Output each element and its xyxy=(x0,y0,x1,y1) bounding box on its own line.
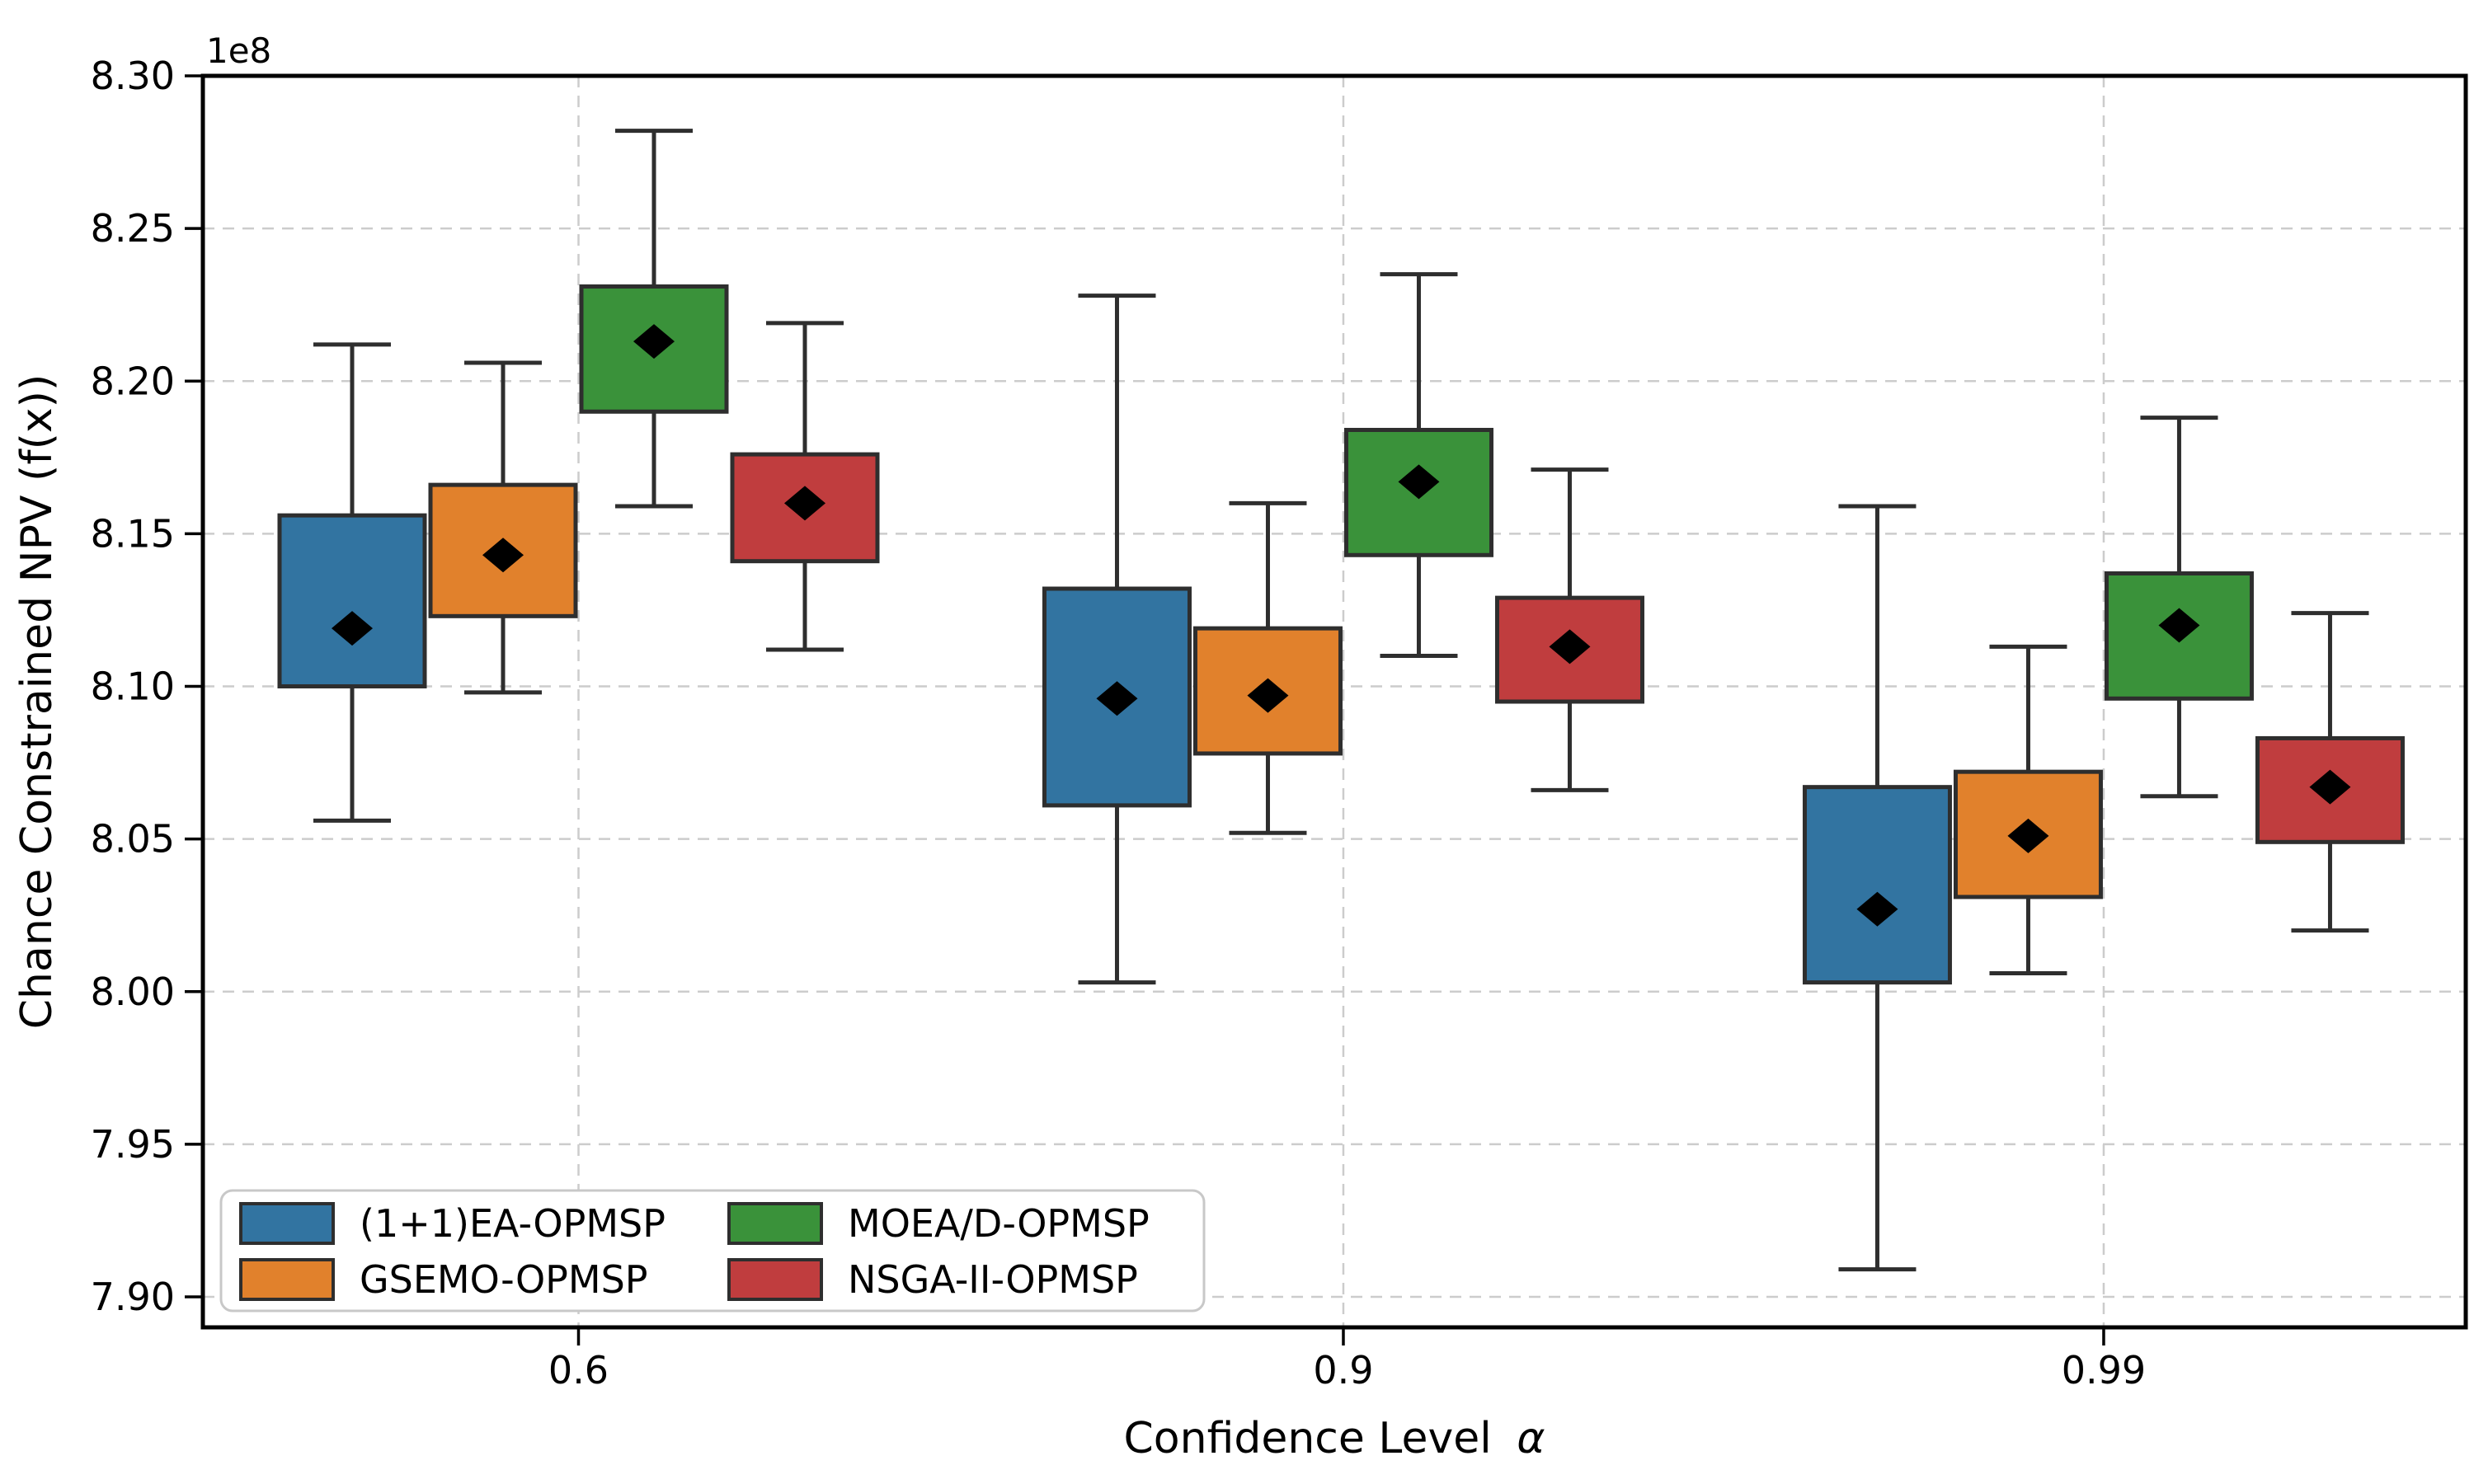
y-tick-label: 8.30 xyxy=(91,54,175,98)
legend-label-MOEA/D-OPMSP: MOEA/D-OPMSP xyxy=(848,1201,1150,1246)
legend-swatch-(1+1)EA-OPMSP xyxy=(239,1202,335,1245)
legend-frame xyxy=(219,1189,1206,1313)
y-tick-label: 8.25 xyxy=(91,206,175,251)
y-axis-offset-text: 1e8 xyxy=(206,31,271,71)
x-tick-label: 0.6 xyxy=(548,1348,609,1392)
boxes-layer xyxy=(277,129,2405,1272)
y-tick-label: 8.20 xyxy=(91,359,175,403)
y-axis-label: Chance Constrained NPV (f(x)) xyxy=(12,374,62,1030)
NSGA-II-OPMSP-box-group-0.6 xyxy=(730,321,880,652)
y-tick-label: 8.10 xyxy=(91,665,175,709)
legend-swatch-GSEMO-OPMSP xyxy=(239,1258,335,1301)
mean-diamond-marker xyxy=(1398,464,1440,500)
mean-diamond-marker xyxy=(633,324,675,359)
legend-label-NSGA-II-OPMSP: NSGA-II-OPMSP xyxy=(848,1257,1138,1302)
y-tick-label: 7.95 xyxy=(91,1122,175,1167)
mean-diamond-marker xyxy=(1549,629,1591,665)
(1+1)EA-OPMSP-box-group-0.9 xyxy=(1042,294,1192,985)
GSEMO-OPMSP-box-group-0.9 xyxy=(1192,500,1343,835)
mean-diamond-marker xyxy=(1856,891,1898,927)
x-axis-label-text: Confidence Level xyxy=(1124,1414,1492,1463)
y-tick-label: 8.05 xyxy=(91,817,175,862)
mean-diamond-marker xyxy=(1096,681,1138,716)
(1+1)EA-OPMSP-box-group-0.6 xyxy=(277,342,427,823)
legend-swatch-NSGA-II-OPMSP xyxy=(727,1258,823,1301)
mean-diamond-marker xyxy=(2007,818,2049,853)
MOEA/D-OPMSP-box-group-0.99 xyxy=(2104,416,2254,799)
x-tick-label: 0.9 xyxy=(1313,1348,1373,1392)
mean-diamond-marker xyxy=(1247,678,1289,713)
y-tick-label: 8.15 xyxy=(91,511,175,556)
mean-diamond-marker xyxy=(2158,608,2200,643)
y-tick-label: 7.90 xyxy=(91,1275,175,1319)
legend-label-GSEMO-OPMSP: GSEMO-OPMSP xyxy=(360,1257,648,1302)
NSGA-II-OPMSP-box-group-0.9 xyxy=(1494,467,1644,792)
mean-diamond-marker xyxy=(2309,769,2351,805)
legend-label-(1+1)EA-OPMSP: (1+1)EA-OPMSP xyxy=(360,1201,666,1246)
y-tick-label: 8.00 xyxy=(91,970,175,1014)
MOEA/D-OPMSP-box-group-0.9 xyxy=(1343,272,1493,658)
x-tick-label: 0.99 xyxy=(2062,1348,2146,1392)
NSGA-II-OPMSP-box-group-0.99 xyxy=(2255,611,2405,933)
plot-frame xyxy=(200,73,2468,1330)
GSEMO-OPMSP-box-group-0.99 xyxy=(1953,644,2103,976)
(1+1)EA-OPMSP-iqr-box-0.6 xyxy=(277,513,427,688)
MOEA/D-OPMSP-box-group-0.6 xyxy=(579,129,729,509)
mean-diamond-marker xyxy=(482,538,524,573)
mean-diamond-marker xyxy=(784,486,826,521)
legend: (1+1)EA-OPMSP GSEMO-OPMSP MOEA/D-OPMSP NSGA… xyxy=(219,1189,1206,1313)
(1+1)EA-OPMSP-iqr-box-0.99 xyxy=(1802,785,1952,985)
legend-swatch-MOEA/D-OPMSP xyxy=(727,1202,823,1245)
x-axis-label-symbol: α xyxy=(1517,1414,1545,1463)
(1+1)EA-OPMSP-box-group-0.99 xyxy=(1802,504,1952,1272)
GSEMO-OPMSP-box-group-0.6 xyxy=(428,360,578,695)
tick-layer: 8.30 8.25 8.20 8.15 8.10 8.05 8.00 7.95 7.90 0.6 0… xyxy=(91,54,2147,1392)
mean-diamond-marker xyxy=(332,611,374,646)
x-axis-label: Confidence Level α xyxy=(1124,1414,1545,1463)
